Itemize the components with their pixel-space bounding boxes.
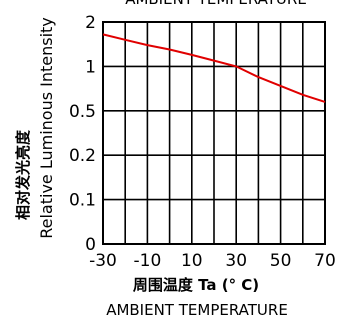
- chart-title: AMBIENT TEMPERATURE: [125, 0, 307, 8]
- y-axis-label-en: Relative Luminous Intensity: [37, 17, 56, 239]
- x-tick-label: 30: [225, 251, 247, 271]
- x-tick-label: 10: [181, 251, 203, 271]
- grid-lines: [103, 22, 325, 244]
- y-tick-label: 1: [85, 57, 96, 77]
- y-tick-label: 0: [85, 235, 96, 255]
- x-axis-label-en: AMBIENT TEMPERATURE: [106, 301, 288, 319]
- y-axis-label-cn: 相对发光亮度: [14, 129, 32, 220]
- series-line: [102, 33, 326, 103]
- y-tick-label: 0.2: [69, 146, 96, 166]
- x-tick-label: -10: [134, 251, 162, 271]
- y-tick-label: 0.5: [69, 102, 96, 122]
- x-axis-label-cn: 周围温度 Ta (° C): [133, 276, 259, 294]
- y-tick-label: 0.1: [69, 191, 96, 211]
- x-tick-label: 70: [314, 251, 336, 271]
- x-tick-label: 50: [270, 251, 292, 271]
- y-tick-labels: 0 0.1 0.2 0.5 1 2: [69, 13, 96, 255]
- y-tick-label: 2: [85, 13, 96, 33]
- x-tick-labels: -30 -10 10 30 50 70: [89, 251, 336, 271]
- x-tick-label: -30: [89, 251, 117, 271]
